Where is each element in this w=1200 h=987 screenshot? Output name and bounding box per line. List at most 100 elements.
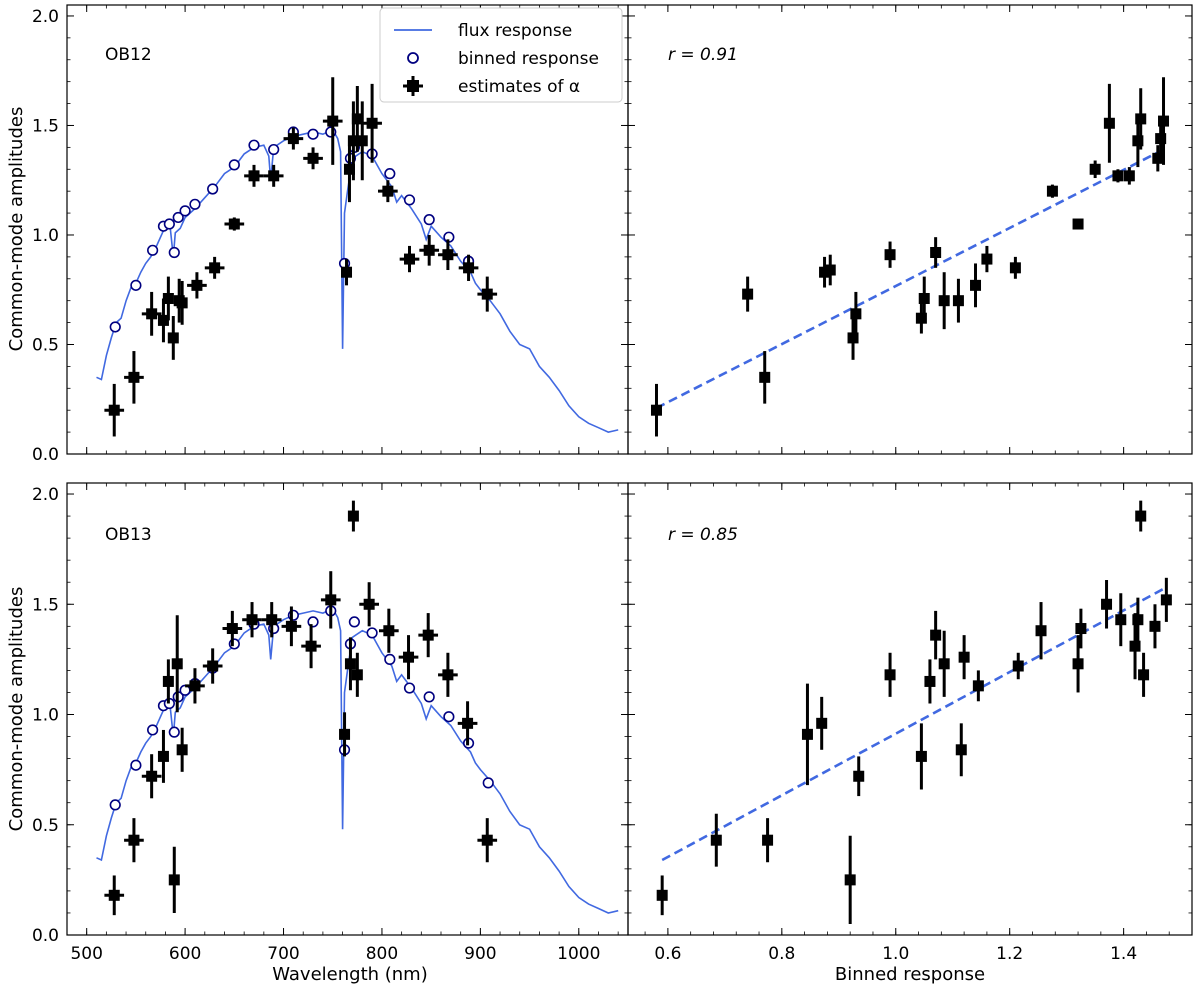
correlation-point xyxy=(938,630,950,697)
binned-response-point xyxy=(307,128,319,140)
correlation-point xyxy=(1101,580,1113,629)
correlation-point xyxy=(1072,218,1084,230)
alpha-estimate-point xyxy=(157,729,169,783)
alpha-estimate-point xyxy=(187,272,207,299)
data-marker xyxy=(1009,262,1021,274)
data-marker xyxy=(1115,614,1127,626)
data-marker xyxy=(168,874,180,886)
data-marker xyxy=(853,770,865,782)
y-tick-label: 0.0 xyxy=(32,926,59,946)
correlation-point xyxy=(938,272,950,330)
data-marker xyxy=(1152,152,1164,164)
data-marker xyxy=(157,314,169,326)
data-marker xyxy=(176,297,188,309)
correlation-point xyxy=(1072,635,1084,693)
binned-response-point xyxy=(228,159,240,171)
correlation-point xyxy=(915,723,927,790)
alpha-estimate-point xyxy=(320,571,341,629)
data-marker xyxy=(226,623,238,635)
alpha-estimate-point xyxy=(168,846,180,913)
data-marker xyxy=(404,253,416,265)
data-marker xyxy=(1075,623,1087,635)
panel-label: OB13 xyxy=(105,525,152,545)
correlation-annotation: r = 0.91 xyxy=(668,45,738,65)
binned-response-point xyxy=(172,211,184,224)
data-marker xyxy=(157,750,169,762)
alpha-estimate-point xyxy=(457,701,478,746)
data-marker xyxy=(228,218,240,230)
correlation-point xyxy=(918,276,930,321)
correlation-point xyxy=(1115,593,1127,647)
correlation-point xyxy=(850,291,862,336)
correlation-point xyxy=(1138,652,1150,697)
binned-response-point xyxy=(423,691,435,703)
flux-response-line xyxy=(96,128,619,433)
binned-response-point xyxy=(147,244,159,256)
data-marker xyxy=(442,669,454,681)
data-marker xyxy=(246,614,258,626)
correlation-point xyxy=(924,659,936,704)
alpha-estimate-point xyxy=(141,754,162,799)
y-tick-label: 2.0 xyxy=(32,7,59,27)
alpha-estimate-point xyxy=(458,254,479,281)
binned-response-point xyxy=(168,246,180,259)
binned-response-point xyxy=(384,168,396,180)
alpha-estimate-point xyxy=(167,316,179,360)
panel-label: OB12 xyxy=(105,45,152,65)
data-marker xyxy=(167,332,179,344)
alpha-estimate-point xyxy=(339,712,351,757)
correlation-point xyxy=(1149,604,1161,649)
correlation-point xyxy=(970,263,982,308)
data-marker xyxy=(958,651,970,663)
panel-ob12-correlation: r = 0.91 xyxy=(627,4,1193,455)
alpha-estimate-point xyxy=(104,875,125,916)
correlation-point xyxy=(955,723,967,777)
alpha-estimate-point xyxy=(347,500,359,532)
data-marker xyxy=(162,292,174,304)
x-axis-label: Wavelength (nm) xyxy=(272,964,428,985)
alpha-estimate-point xyxy=(283,127,304,150)
data-marker xyxy=(287,133,299,145)
correlation-point xyxy=(844,835,856,924)
data-marker xyxy=(382,185,394,197)
y-axis-label: Common-mode amplitudes xyxy=(6,587,27,832)
x-tick-label: 1000 xyxy=(557,944,600,964)
data-marker xyxy=(759,371,771,383)
correlation-point xyxy=(1089,160,1101,179)
correlation-point xyxy=(1103,83,1115,163)
binned-response-point xyxy=(403,682,416,694)
data-marker xyxy=(1129,640,1141,652)
correlation-point xyxy=(915,302,927,334)
data-marker xyxy=(1158,115,1170,127)
data-marker xyxy=(383,625,395,637)
data-marker xyxy=(108,404,120,416)
legend: flux response binned response estimates … xyxy=(379,7,623,103)
data-marker xyxy=(1132,614,1144,626)
data-marker xyxy=(325,594,337,606)
data-marker xyxy=(481,288,493,300)
y-tick-label: 1.0 xyxy=(32,706,59,726)
fit-line xyxy=(661,587,1165,862)
data-marker xyxy=(938,658,950,670)
alpha-estimate-point xyxy=(222,610,243,647)
x-tick-label: 1.0 xyxy=(882,944,909,964)
alpha-estimate-point xyxy=(351,652,363,697)
data-marker xyxy=(462,717,474,729)
correlation-point xyxy=(1112,169,1124,183)
alpha-estimate-point xyxy=(242,602,262,638)
x-tick-label: 0.6 xyxy=(654,944,681,964)
alpha-estimate-point xyxy=(477,818,498,863)
y-tick-label: 1.5 xyxy=(32,595,59,615)
data-marker xyxy=(1035,625,1047,637)
binned-response-point xyxy=(130,759,142,771)
binned-response-point xyxy=(109,799,121,811)
data-marker xyxy=(248,170,260,182)
binned-response-point xyxy=(207,183,219,195)
axis-ticks: 0.6 0.8 1.0 1.2 1.4 xyxy=(628,483,1192,964)
data-marker xyxy=(970,279,982,291)
x-tick-label: 1.2 xyxy=(996,944,1023,964)
data-marker xyxy=(844,874,856,886)
data-marker xyxy=(918,292,930,304)
binned-response-point xyxy=(163,218,175,230)
